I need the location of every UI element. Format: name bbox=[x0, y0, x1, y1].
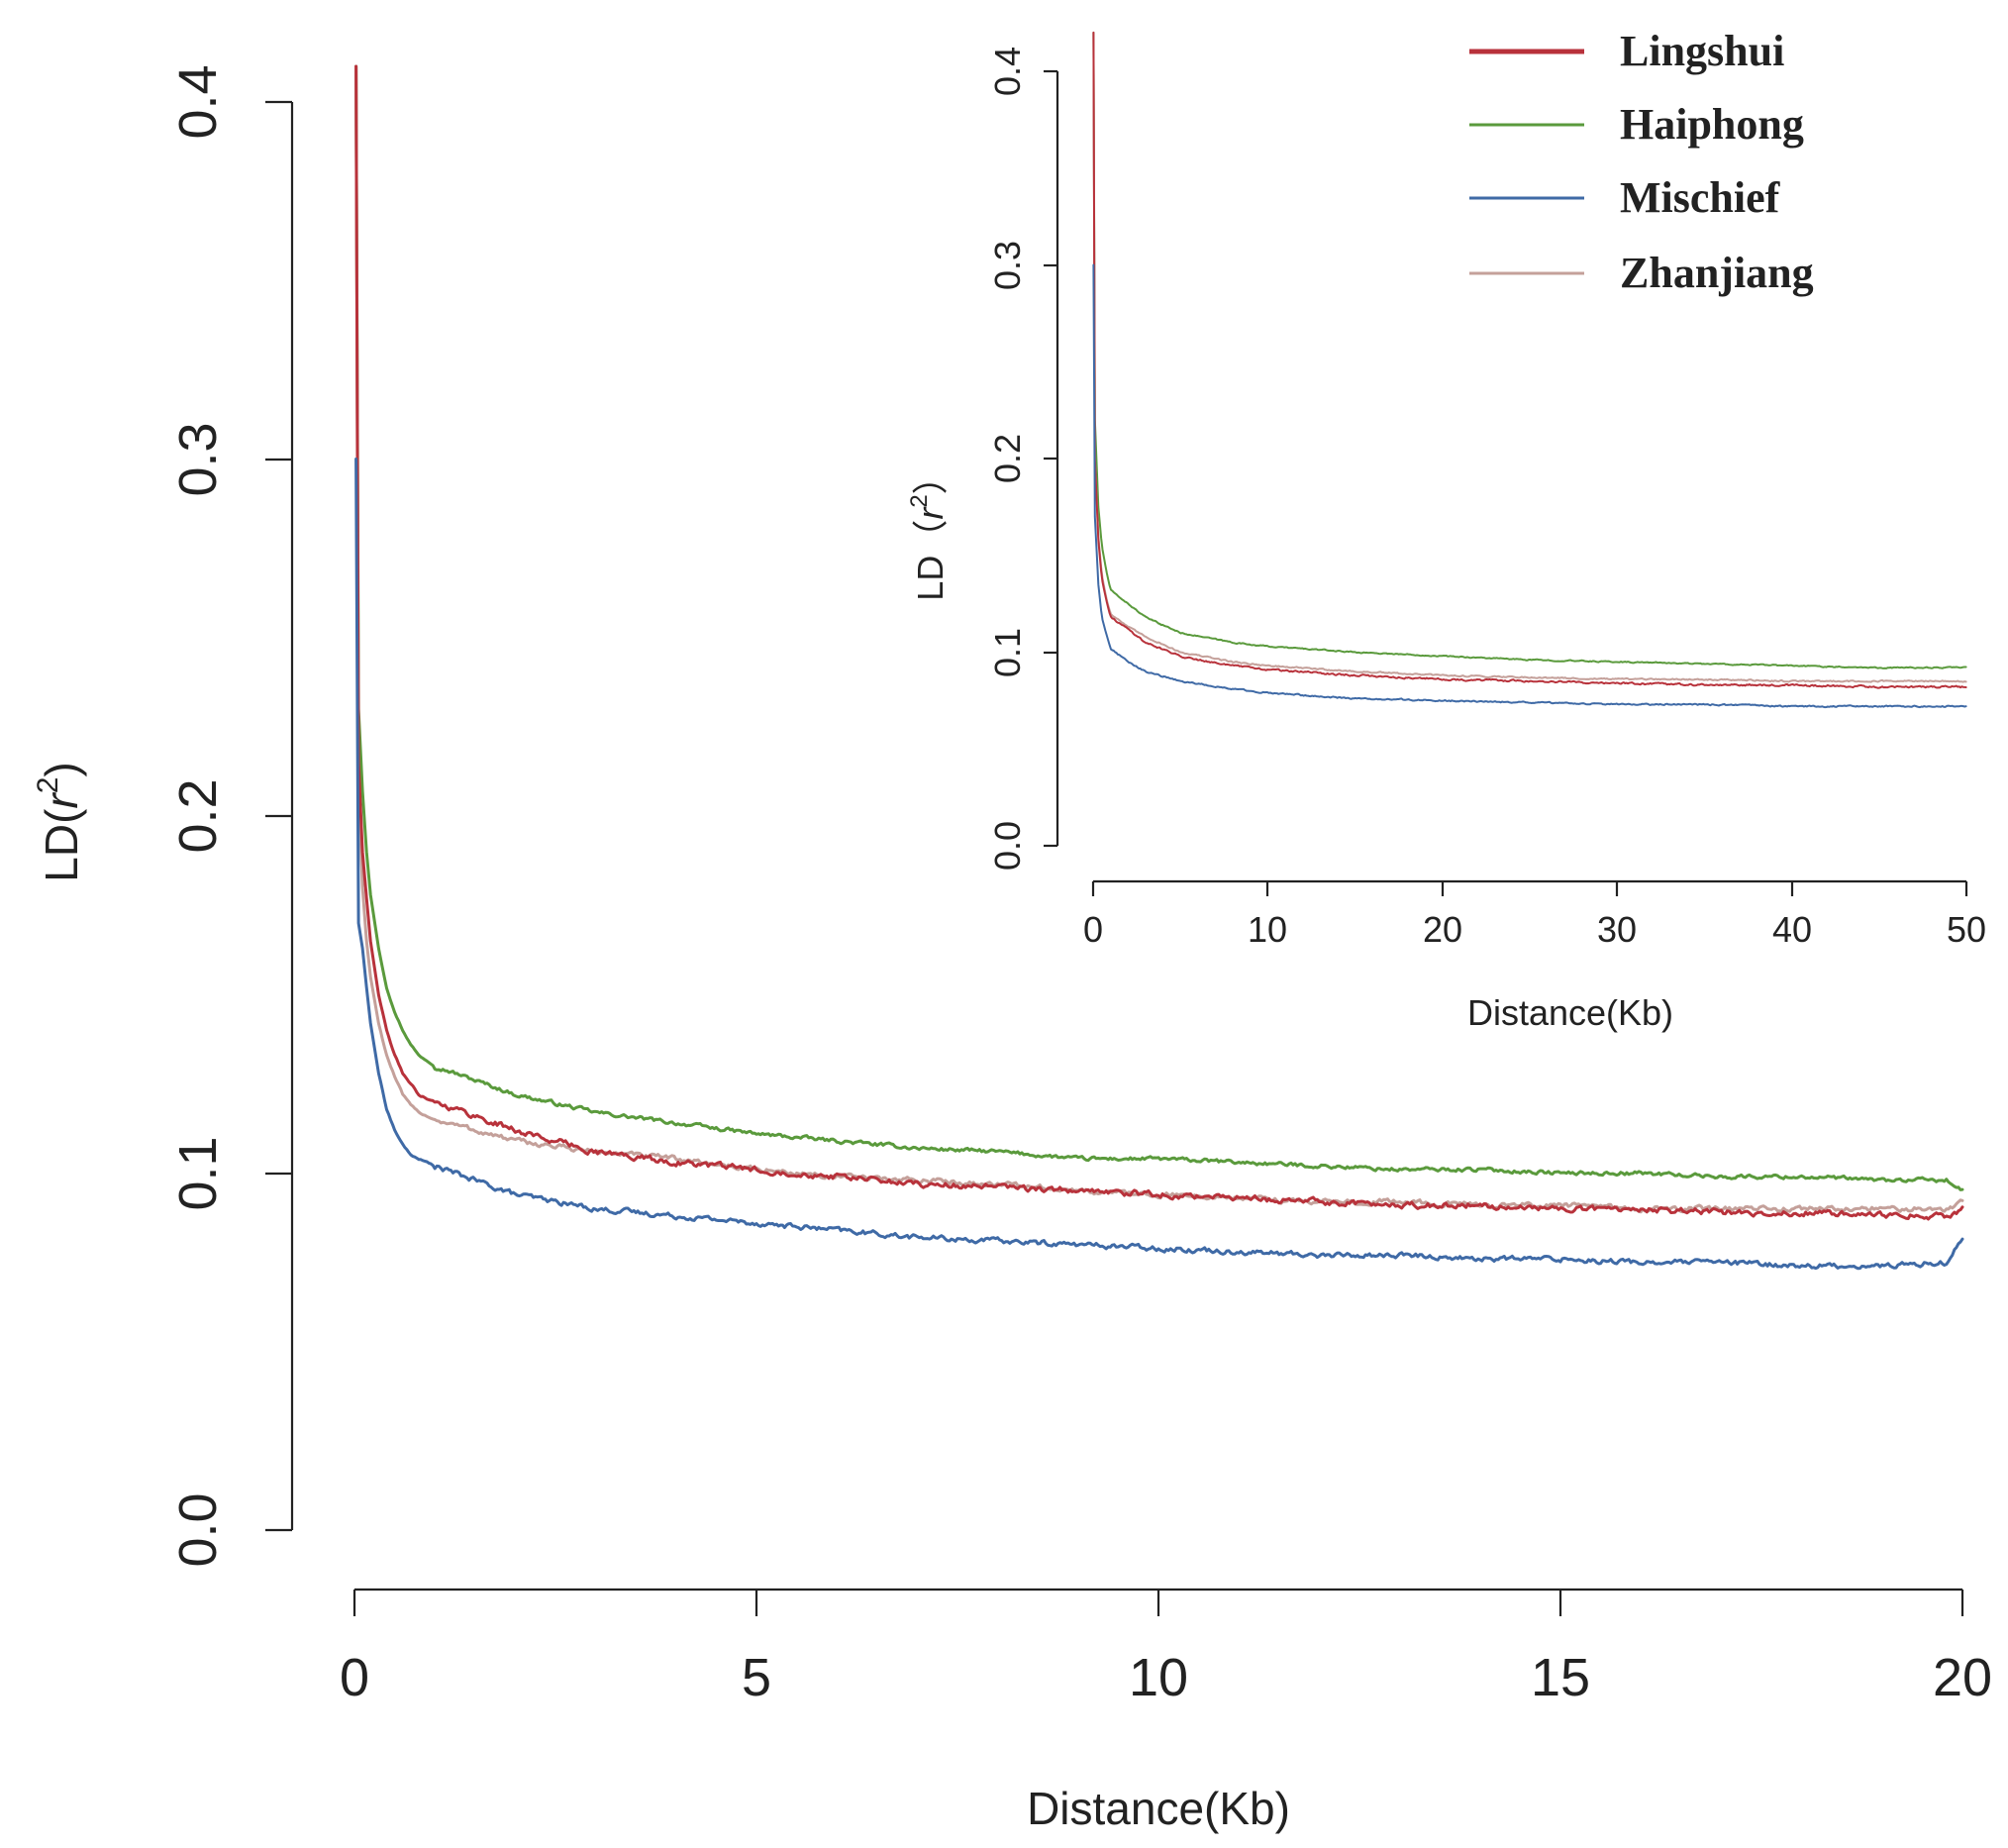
inset-y-axis: 0.0 0.1 0.2 0.3 0.4 LD（r2） bbox=[906, 47, 1059, 871]
main-series-line-mischief bbox=[354, 458, 1964, 1271]
legend-label-mischief: Mischief bbox=[1620, 173, 1781, 222]
main-series-line-zhanjiang bbox=[354, 64, 1964, 1214]
inset-y-axis-title: LD（r2） bbox=[906, 459, 951, 600]
main-chart: 0.0 0.1 0.2 0.3 0.4 LD(r2) 0 5 10 15 20 … bbox=[32, 64, 1992, 1834]
inset-chart: 0.0 0.1 0.2 0.3 0.4 LD（r2） 0 10 20 30 40… bbox=[906, 31, 1986, 1033]
main-x-tick-label: 10 bbox=[1129, 1648, 1188, 1707]
inset-y-tick-label: 0.1 bbox=[987, 628, 1028, 677]
inset-x-axis: 0 10 20 30 40 50 Distance(Kb) bbox=[1083, 879, 1986, 1033]
main-x-tick-label: 0 bbox=[340, 1648, 369, 1707]
main-series-line-lingshui bbox=[354, 64, 1964, 1221]
inset-y-tick-label: 0.2 bbox=[987, 434, 1028, 483]
legend-entry-mischief: Mischief bbox=[1469, 173, 1781, 222]
inset-x-tick-label: 40 bbox=[1772, 909, 1812, 950]
main-x-tick-label: 15 bbox=[1531, 1648, 1590, 1707]
inset-x-axis-title: Distance(Kb) bbox=[1467, 992, 1673, 1033]
main-x-axis: 0 5 10 15 20 Distance(Kb) bbox=[340, 1588, 1992, 1834]
inset-y-tick-label: 0.3 bbox=[987, 241, 1028, 290]
inset-series-line-zhanjiang bbox=[1092, 31, 1967, 683]
inset-x-tick-label: 50 bbox=[1947, 909, 1986, 950]
legend-label-zhanjiang: Zhanjiang bbox=[1620, 249, 1814, 297]
inset-plot-area bbox=[1092, 31, 1967, 709]
main-x-tick-label: 20 bbox=[1933, 1648, 1992, 1707]
inset-x-tick-label: 0 bbox=[1083, 909, 1103, 950]
main-y-tick-label: 0.4 bbox=[168, 64, 228, 139]
inset-x-tick-label: 30 bbox=[1597, 909, 1637, 950]
inset-x-tick-label: 10 bbox=[1248, 909, 1287, 950]
legend: Lingshui Haiphong Mischief Zhanjiang bbox=[1469, 27, 1814, 297]
main-y-tick-label: 0.1 bbox=[168, 1136, 228, 1210]
main-y-axis-title: LD(r2) bbox=[32, 762, 87, 881]
legend-entry-lingshui: Lingshui bbox=[1469, 27, 1784, 75]
legend-entry-haiphong: Haiphong bbox=[1469, 100, 1804, 149]
inset-x-tick-label: 20 bbox=[1423, 909, 1462, 950]
main-x-tick-label: 5 bbox=[742, 1648, 771, 1707]
main-y-tick-label: 0.2 bbox=[168, 778, 228, 853]
inset-series-line-mischief bbox=[1092, 263, 1967, 709]
legend-entry-zhanjiang: Zhanjiang bbox=[1469, 249, 1814, 297]
inset-y-tick-label: 0.0 bbox=[987, 821, 1028, 871]
legend-label-lingshui: Lingshui bbox=[1620, 27, 1784, 75]
main-y-tick-label: 0.3 bbox=[168, 422, 228, 496]
legend-label-haiphong: Haiphong bbox=[1620, 100, 1804, 149]
inset-y-tick-label: 0.4 bbox=[987, 47, 1028, 96]
main-x-axis-title: Distance(Kb) bbox=[1027, 1783, 1290, 1834]
main-series-line-haiphong bbox=[354, 64, 1964, 1191]
main-y-axis: 0.0 0.1 0.2 0.3 0.4 LD(r2) bbox=[32, 64, 294, 1568]
inset-series-line-lingshui bbox=[1092, 31, 1967, 689]
main-y-tick-label: 0.0 bbox=[168, 1492, 228, 1567]
main-plot-area bbox=[354, 64, 1964, 1271]
inset-series-line-haiphong bbox=[1092, 31, 1967, 669]
